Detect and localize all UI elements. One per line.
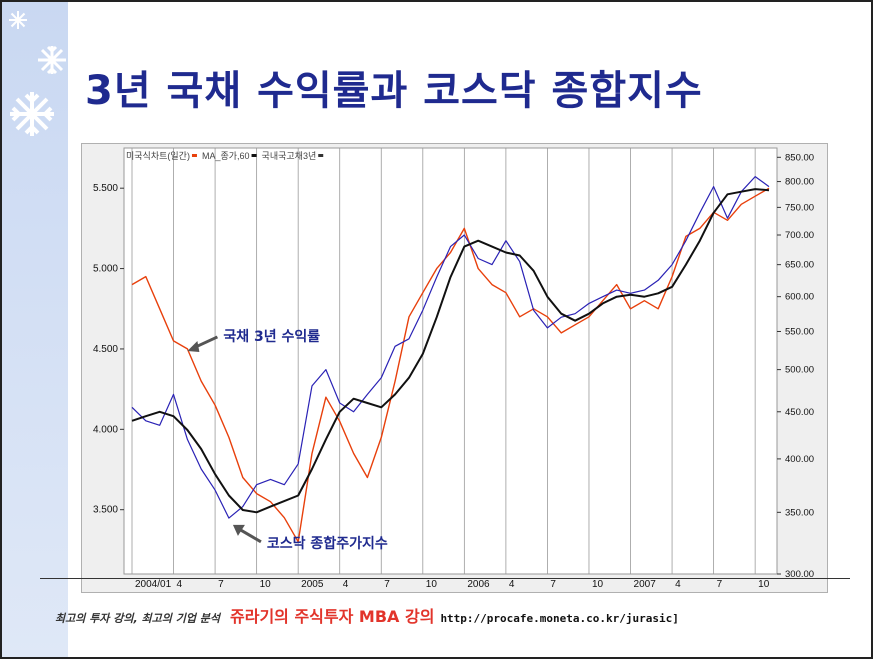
footer-url[interactable]: http://procafe.moneta.co.kr/jurasic] bbox=[440, 612, 679, 625]
left-tick-label: 4.000 bbox=[93, 424, 118, 435]
x-tick-label: 10 bbox=[426, 579, 438, 590]
x-tick-label: 2007 bbox=[634, 579, 657, 590]
footer-brand: 쥬라기의 주식투자 MBA 강의 bbox=[230, 607, 435, 626]
right-tick-label: 450.00 bbox=[785, 407, 814, 418]
x-tick-label: 7 bbox=[717, 579, 723, 590]
legend-swatch bbox=[251, 154, 257, 157]
snowflake-icon bbox=[9, 11, 27, 29]
left-tick-label: 4.500 bbox=[93, 344, 118, 355]
right-tick-label: 800.00 bbox=[785, 177, 814, 188]
right-tick-label: 500.00 bbox=[785, 365, 814, 376]
grid bbox=[131, 148, 756, 574]
plot-area bbox=[123, 147, 778, 575]
x-tick-label: 4 bbox=[509, 579, 515, 590]
right-tick-label: 650.00 bbox=[785, 260, 814, 271]
x-axis: 2004/01 4 7 10 2005 4 7 10 2006 4 7 10 2007 4 7 10 bbox=[135, 579, 770, 590]
x-tick-label: 10 bbox=[758, 579, 770, 590]
x-tick-label: 4 bbox=[343, 579, 349, 590]
right-tick-label: 550.00 bbox=[785, 326, 814, 337]
x-tick-label: 7 bbox=[384, 579, 390, 590]
slide-title: 3년 국채 수익률과 코스닥 종합지수 bbox=[85, 68, 703, 114]
left-tick-label: 5.000 bbox=[93, 264, 118, 275]
footer-divider bbox=[40, 578, 850, 579]
left-tick-label: 5.500 bbox=[93, 183, 118, 194]
chart-panel: 미국식차트(일간) MA_종가,60 국내국고채3년 5.500 5.000 4.500… bbox=[81, 143, 828, 593]
series-line bbox=[131, 187, 770, 543]
annotation-arrowhead bbox=[187, 340, 200, 352]
series-line bbox=[131, 175, 770, 519]
x-tick-label: 10 bbox=[260, 579, 272, 590]
left-tick-label: 3.500 bbox=[93, 505, 118, 516]
x-tick-label: 2006 bbox=[467, 579, 490, 590]
legend-label: MA_종가,60 bbox=[202, 151, 250, 161]
right-tick-label: 700.00 bbox=[785, 230, 814, 241]
x-tick-label: 2005 bbox=[301, 579, 324, 590]
chart-legend: 미국식차트(일간) MA_종가,60 국내국고채3년 bbox=[126, 150, 324, 161]
annotation-arrowhead bbox=[232, 524, 245, 536]
series-lines bbox=[131, 175, 770, 543]
snowflake-icon bbox=[38, 45, 66, 75]
right-tick-label: 750.00 bbox=[785, 202, 814, 213]
right-tick-label: 300.00 bbox=[785, 569, 814, 580]
annotation-bond: 국채 3년 수익률 bbox=[223, 328, 320, 345]
right-tick-label: 350.00 bbox=[785, 507, 814, 518]
snowflake-group bbox=[9, 11, 66, 136]
x-tick-label: 4 bbox=[177, 579, 183, 590]
x-tick-label: 4 bbox=[675, 579, 681, 590]
right-tick-label: 400.00 bbox=[785, 454, 814, 465]
x-tick-label: 2004/01 bbox=[135, 579, 172, 590]
legend-label: 국내국고채3년 bbox=[262, 151, 317, 161]
legend-label: 미국식차트(일간) bbox=[126, 150, 190, 161]
right-axis: 850.00 800.00 750.00 700.00 650.00 600.00 550.… bbox=[777, 152, 814, 580]
series-line bbox=[131, 188, 770, 514]
x-tick-label: 10 bbox=[592, 579, 604, 590]
x-tick-label: 7 bbox=[218, 579, 224, 590]
footer: 최고의 투자 강의, 최고의 기업 분석 쥬라기의 주식투자 MBA 강의 http… bbox=[55, 603, 679, 627]
sidebar-decoration bbox=[2, 2, 68, 657]
left-axis: 5.500 5.000 4.500 4.000 3.500 bbox=[93, 183, 124, 516]
right-tick-label: 600.00 bbox=[785, 292, 814, 303]
snowflake-icon bbox=[10, 92, 54, 136]
legend-swatch bbox=[318, 154, 324, 157]
annotation-kosdaq: 코스닥 종합주가지수 bbox=[267, 535, 388, 552]
right-tick-label: 850.00 bbox=[785, 152, 814, 163]
legend-swatch bbox=[191, 154, 197, 157]
chart-svg: 미국식차트(일간) MA_종가,60 국내국고채3년 5.500 5.000 4.500… bbox=[93, 147, 814, 590]
footer-tagline: 최고의 투자 강의, 최고의 기업 분석 bbox=[55, 612, 221, 625]
x-tick-label: 7 bbox=[550, 579, 556, 590]
